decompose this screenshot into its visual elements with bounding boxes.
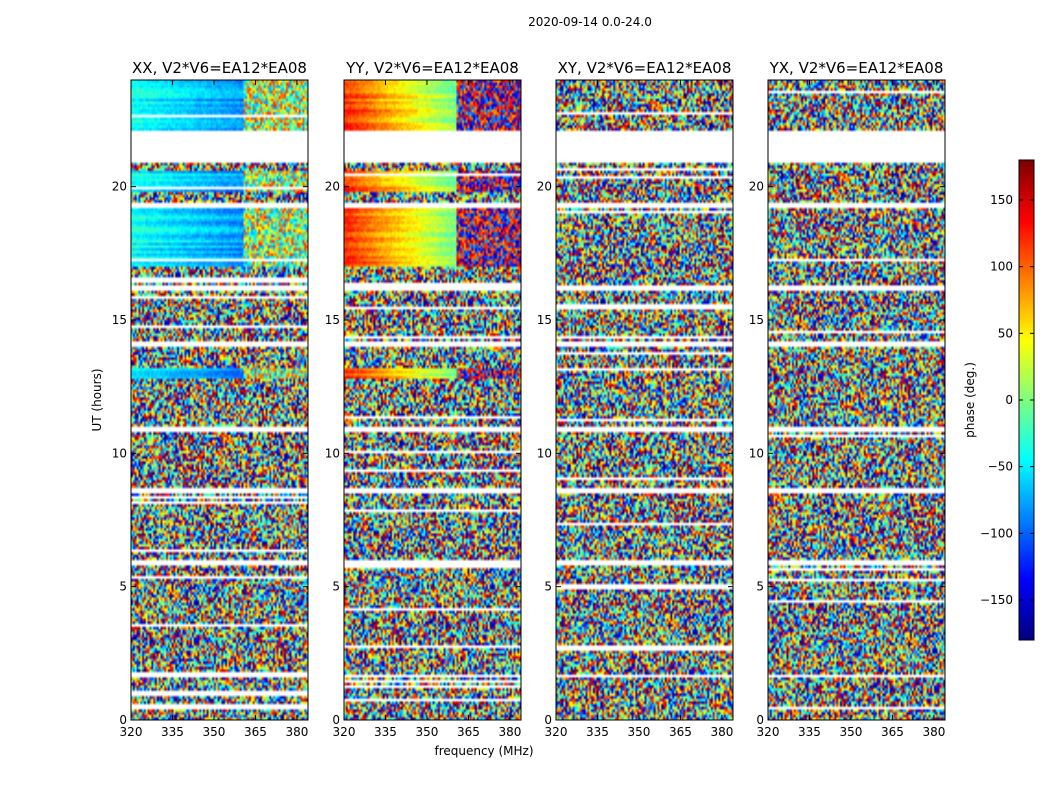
x-tick-label: 320	[545, 725, 568, 739]
panel-frame	[130, 79, 309, 721]
x-tick-label: 320	[757, 725, 780, 739]
panel-frame	[555, 79, 734, 721]
colorbar-tick-label: 50	[998, 326, 1013, 340]
y-tick-label: 15	[749, 313, 764, 327]
x-tick-label: 350	[628, 725, 651, 739]
y-tick-label: 10	[112, 446, 127, 460]
x-tick-label: 335	[161, 725, 184, 739]
panel-title: YY, V2*V6=EA12*EA08	[345, 59, 519, 77]
colorbar-tick-label: −100	[980, 526, 1013, 540]
x-tick-label: 365	[244, 725, 267, 739]
x-tick-label: 335	[798, 725, 821, 739]
heatmap-image	[344, 80, 521, 720]
x-tick-label: 350	[203, 725, 226, 739]
colorbar: 150 100 50 0 −50 −100 −150	[980, 159, 1035, 641]
x-tick-label: 335	[374, 725, 397, 739]
y-tick-label: 20	[112, 180, 127, 194]
x-tick-label: 350	[840, 725, 863, 739]
panels: XX, V2*V6=EA12*EA08 320 335 350 365 380 0 5 10 15…	[112, 59, 946, 739]
panel-3: YX, V2*V6=EA12*EA08 320 335 350 365 380 0 5 10 15…	[749, 59, 946, 739]
x-tick-label: 365	[457, 725, 480, 739]
colorbar-label: phase (deg.)	[963, 362, 977, 438]
y-tick-label: 15	[325, 313, 340, 327]
y-tick-label: 5	[119, 580, 127, 594]
y-tick-label: 10	[325, 446, 340, 460]
colorbar-tick-label: 0	[1005, 393, 1013, 407]
y-tick-label: 0	[544, 713, 552, 727]
y-tick-label: 10	[749, 446, 764, 460]
heatmap-image	[556, 80, 733, 720]
figure-suptitle: 2020-09-14 0.0-24.0	[528, 15, 652, 29]
panel-2: XY, V2*V6=EA12*EA08 320 335 350 365 380 0 5 10 15…	[537, 59, 734, 739]
y-tick-label: 5	[544, 580, 552, 594]
y-tick-label: 20	[537, 180, 552, 194]
panel-title: XY, V2*V6=EA12*EA08	[558, 59, 732, 77]
x-tick-label: 380	[710, 725, 733, 739]
y-tick-label: 15	[112, 313, 127, 327]
y-tick-label: 10	[537, 446, 552, 460]
y-axis-label: UT (hours)	[90, 368, 104, 431]
colorbar-tick-label: 100	[990, 260, 1013, 274]
y-tick-label: 15	[537, 313, 552, 327]
x-axis-label: frequency (MHz)	[434, 744, 533, 758]
y-tick-label: 20	[325, 180, 340, 194]
panel-title: YX, V2*V6=EA12*EA08	[769, 59, 944, 77]
x-tick-label: 380	[498, 725, 521, 739]
y-tick-label: 20	[749, 180, 764, 194]
y-tick-label: 0	[756, 713, 764, 727]
x-tick-label: 380	[922, 725, 945, 739]
x-tick-label: 365	[669, 725, 692, 739]
x-tick-label: 320	[120, 725, 143, 739]
x-tick-label: 365	[881, 725, 904, 739]
colorbar-tick-label: −50	[988, 460, 1013, 474]
x-tick-label: 350	[416, 725, 439, 739]
y-tick-label: 5	[756, 580, 764, 594]
colorbar-tick-label: −150	[980, 593, 1013, 607]
panel-1: YY, V2*V6=EA12*EA08 320 335 350 365 380 0 5 10 15…	[325, 59, 522, 739]
y-tick-label: 5	[332, 580, 340, 594]
panel-frame	[767, 79, 946, 721]
panel-frame	[343, 79, 522, 721]
colorbar-gradient	[1019, 160, 1034, 640]
x-tick-label: 320	[333, 725, 356, 739]
heatmap-image	[131, 80, 308, 720]
panel-0: XX, V2*V6=EA12*EA08 320 335 350 365 380 0 5 10 15…	[112, 59, 309, 739]
x-tick-label: 335	[586, 725, 609, 739]
y-tick-label: 0	[332, 713, 340, 727]
colorbar-tick-label: 150	[990, 193, 1013, 207]
heatmap-image	[768, 80, 945, 720]
x-tick-label: 380	[285, 725, 308, 739]
panel-title: XX, V2*V6=EA12*EA08	[132, 59, 307, 77]
y-tick-label: 0	[119, 713, 127, 727]
